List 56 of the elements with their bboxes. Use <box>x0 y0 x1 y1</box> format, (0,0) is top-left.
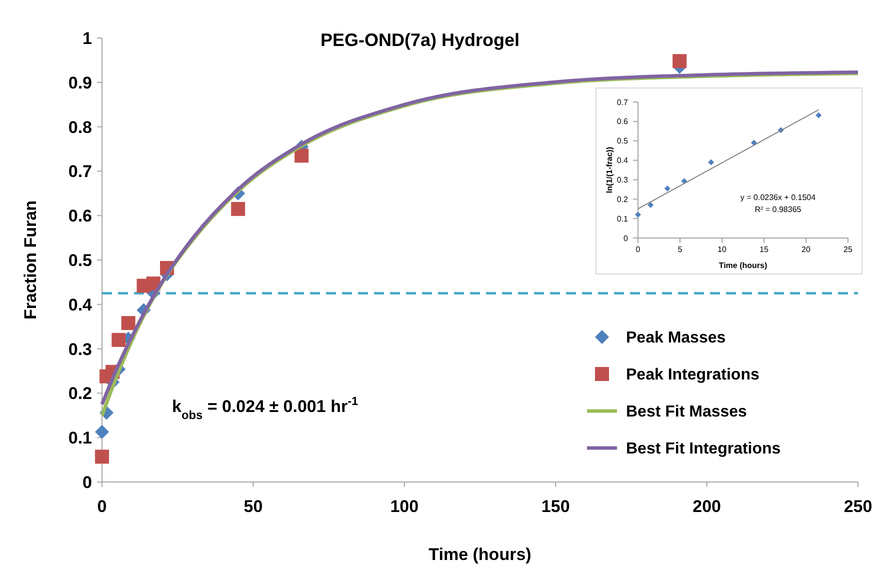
legend-label: Peak Integrations <box>626 366 760 384</box>
y-tick-label: 0.4 <box>616 156 629 166</box>
y-tick-label: 0.6 <box>616 117 629 126</box>
point <box>294 148 309 163</box>
y-tick-label: 0.6 <box>68 206 92 226</box>
annotation: k$_{obs}$ = 0.024 ± 0.001 hr$^{-1}$ <box>172 394 359 422</box>
point <box>816 112 822 118</box>
point <box>664 185 670 192</box>
y-tick-label: 0.3 <box>616 176 629 185</box>
x-tick-label: 150 <box>541 497 570 516</box>
x-axis-title: Time (hours) <box>718 261 768 270</box>
legend-label: Best Fit Masses <box>626 404 748 421</box>
y-tick-label: 0.2 <box>68 384 92 404</box>
point <box>112 332 126 347</box>
point <box>231 202 246 216</box>
x-tick-label: 10 <box>718 245 727 254</box>
point <box>708 159 714 166</box>
point <box>672 54 687 68</box>
y-tick-label: 0.5 <box>616 136 629 146</box>
point <box>648 202 654 208</box>
x-tick-label: 0 <box>636 245 641 254</box>
legend-label: Best Fit Integrations <box>626 440 781 458</box>
chart-title: PEG-OND(7a) Hydrogel <box>320 30 520 50</box>
y-tick-label: 0.1 <box>68 428 92 448</box>
point <box>95 450 109 464</box>
x-tick-label: 200 <box>692 497 721 516</box>
y-tick-label: 0 <box>82 472 92 492</box>
y-tick-label: 1 <box>82 28 92 48</box>
x-tick-label: 50 <box>244 497 263 516</box>
x-tick-label: 250 <box>844 497 872 516</box>
annotation: R² = 0.98365 <box>754 205 802 214</box>
x-tick-label: 5 <box>678 245 683 254</box>
y-tick-label: 0.4 <box>68 295 93 314</box>
point <box>681 178 688 184</box>
y-tick-label: 0.5 <box>68 250 92 270</box>
legend-label: Peak Masses <box>626 330 726 347</box>
y-tick-label: 0.9 <box>68 73 92 92</box>
x-tick-label: 25 <box>844 245 853 254</box>
y-tick-label: 0 <box>624 234 629 243</box>
y-tick-label: 0.3 <box>68 340 92 359</box>
x-axis-title: Time (hours) <box>428 545 532 564</box>
x-tick-label: 100 <box>390 497 419 516</box>
x-tick-label: 15 <box>760 245 769 254</box>
point <box>95 424 109 439</box>
point <box>121 316 136 330</box>
y-axis-title: Fraction Furan <box>21 200 40 320</box>
y-tick-label: 0.2 <box>616 194 629 204</box>
point <box>635 212 641 218</box>
x-tick-label: 20 <box>802 245 811 254</box>
y-axis-title: ln(1/(1-frac)) <box>605 146 614 194</box>
x-tick-label: 0 <box>97 497 107 516</box>
annotation: y = 0.0236x + 0.1504 <box>740 193 816 202</box>
y-tick-label: 0.8 <box>68 118 92 137</box>
y-tick-label: 0.1 <box>616 214 629 224</box>
y-tick-label: 0.7 <box>68 162 92 182</box>
y-tick-label: 0.7 <box>616 98 629 107</box>
